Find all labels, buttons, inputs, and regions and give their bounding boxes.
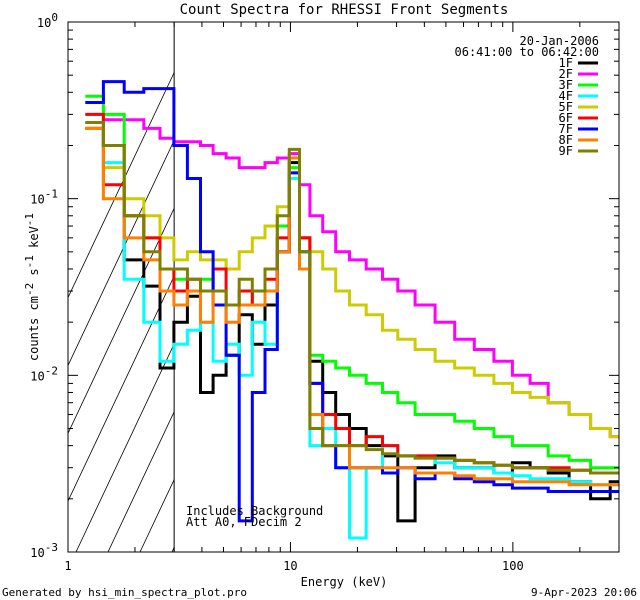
x-tick-label: 1	[64, 559, 71, 573]
chart-title: Count Spectra for RHESSI Front Segments	[180, 2, 509, 18]
y-tick-label: 100	[37, 11, 58, 30]
time-range-label: 06:41:00 to 06:42:00	[455, 45, 600, 59]
series-line-3F	[85, 94, 619, 470]
legend-label-9F: 9F	[559, 144, 573, 158]
y-axis-label-main: counts cm	[27, 296, 41, 361]
y-axis-label-kev: keV	[27, 226, 41, 255]
legend-label-4F: 4F	[559, 89, 573, 103]
series-line-2F	[85, 118, 619, 439]
series-line-5F	[85, 126, 619, 439]
legend-label-5F: 5F	[559, 100, 573, 114]
legend-label-2F: 2F	[559, 67, 573, 81]
y-axis-label: counts cm-2 s-1 keV-1	[23, 213, 41, 361]
axis-ticks	[67, 22, 620, 553]
y-axis-label-exp-kev: -1	[23, 213, 36, 226]
x-tick-label: 100	[502, 559, 524, 573]
y-axis-label-s: s	[27, 268, 41, 282]
y-tick-label: 10-3	[30, 541, 58, 560]
y-tick-label: 10-1	[30, 188, 58, 207]
y-axis-label-exp-cm: -2	[23, 283, 36, 296]
legend-label-7F: 7F	[559, 122, 573, 136]
series-line-9F	[85, 121, 619, 475]
note-attenuator: Att A0, FDecim 2	[186, 515, 302, 529]
footer-timestamp: 9-Apr-2023 20:06	[531, 586, 637, 599]
series-group	[85, 80, 619, 540]
plot-frame	[67, 21, 620, 553]
footer-generated-by: Generated by hsi_min_spectra_plot.pro	[2, 586, 247, 599]
x-tick-labels: 1 10 100	[64, 559, 523, 573]
legend-label-8F: 8F	[559, 133, 573, 147]
y-tick-label: 10-2	[30, 364, 58, 383]
y-axis-label-exp-s: -1	[23, 255, 36, 268]
y-tick-labels: 100 10-1 10-2 10-3	[30, 11, 58, 560]
legend-label-6F: 6F	[559, 111, 573, 125]
note-background: Includes Background	[186, 504, 323, 518]
x-axis-label: Energy (keV)	[301, 575, 388, 589]
date-label: 20-Jan-2006	[520, 34, 599, 48]
hatch-line	[68, 22, 199, 299]
legend-label-3F: 3F	[559, 78, 573, 92]
x-tick-label: 10	[283, 559, 297, 573]
legend-label-1F: 1F	[559, 56, 573, 70]
